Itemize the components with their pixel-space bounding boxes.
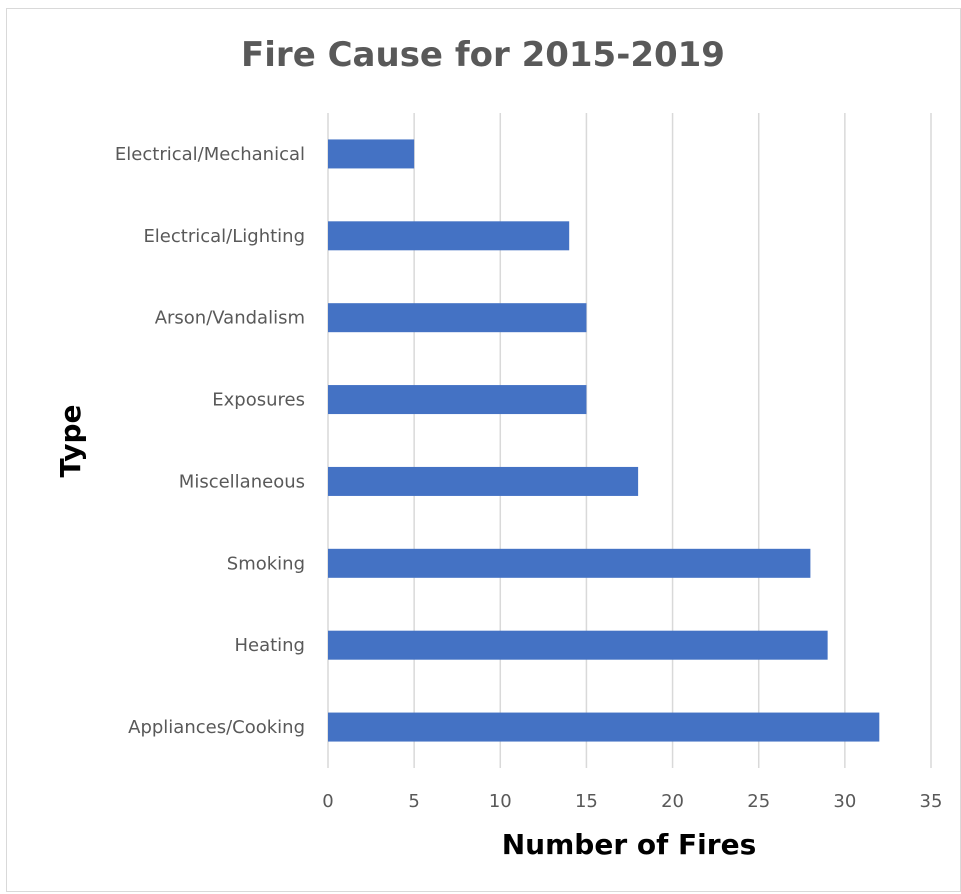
x-tick-label: 10 [489, 791, 512, 812]
category-label: Smoking [227, 553, 305, 574]
category-label: Electrical/Mechanical [115, 144, 305, 165]
tick-labels: 0 5 10 15 20 25 30 35 [322, 791, 942, 812]
bars [328, 139, 880, 742]
bar-smoking [328, 548, 811, 578]
y-axis-title: Type [54, 404, 87, 477]
category-label: Arson/Vandalism [155, 308, 305, 329]
x-tick-label: 30 [833, 791, 856, 812]
category-label: Exposures [212, 390, 305, 411]
x-tick-label: 15 [575, 791, 598, 812]
bar-heating [328, 630, 828, 660]
x-tick-label: 35 [920, 791, 943, 812]
bar-appliances-cooking [328, 712, 880, 742]
category-label: Miscellaneous [179, 471, 305, 492]
bar-electrical-mechanical [328, 139, 415, 169]
category-label: Electrical/Lighting [143, 226, 305, 247]
bar-miscellaneous [328, 466, 639, 496]
gridlines [327, 113, 932, 768]
category-labels: Appliances/Cooking Heating Smoking Miscella… [115, 144, 305, 738]
bar-electrical-lighting [328, 221, 570, 251]
x-tick-label: 0 [322, 791, 333, 812]
x-tick-label: 25 [747, 791, 770, 812]
chart-title: Fire Cause for 2015-2019 [241, 35, 725, 75]
x-tick-label: 20 [661, 791, 684, 812]
chart-frame [6, 8, 961, 892]
x-tick-label: 5 [408, 791, 419, 812]
bar-exposures [328, 385, 587, 415]
bar-arson-vandalism [328, 303, 587, 333]
category-label: Heating [234, 635, 305, 656]
category-label: Appliances/Cooking [128, 717, 305, 738]
x-axis-title: Number of Fires [502, 828, 757, 861]
